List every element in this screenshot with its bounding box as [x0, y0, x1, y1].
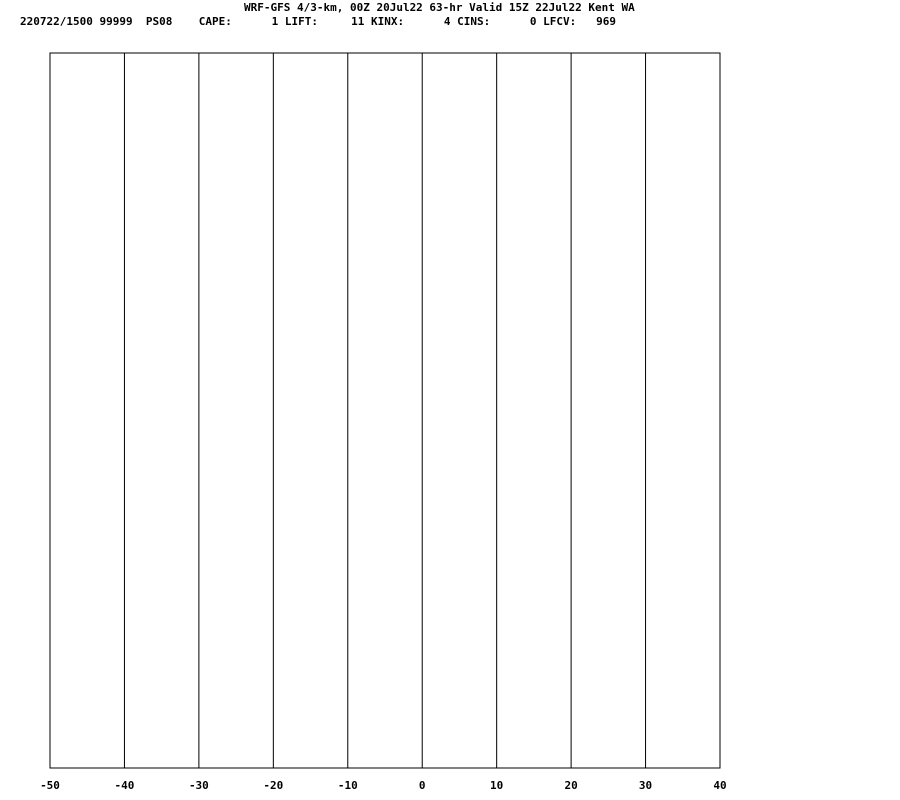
stability-indices: 220722/1500 99999 PS08 CAPE: 1 LIFT: 11 … [20, 15, 617, 28]
temperature-tick-label: 10 [490, 779, 503, 792]
temperature-tick-label: 30 [639, 779, 652, 792]
grid [49, 52, 721, 769]
temperature-tick-label: -30 [189, 779, 209, 792]
tick-labels: 4005006007008009001000-50-40-30-20-10010… [40, 779, 727, 792]
temperature-tick-label: 0 [419, 779, 426, 792]
temperature-tick-label: 40 [713, 779, 726, 792]
temperature-tick-label: -40 [115, 779, 135, 792]
temperature-tick-label: -50 [40, 779, 60, 792]
temperature-tick-label: -20 [263, 779, 283, 792]
chart-title: WRF-GFS 4/3-km, 00Z 20Jul22 63-hr Valid … [244, 1, 635, 14]
temperature-tick-label: 20 [564, 779, 577, 792]
temperature-tick-label: -10 [338, 779, 358, 792]
plot-frame [49, 52, 721, 769]
